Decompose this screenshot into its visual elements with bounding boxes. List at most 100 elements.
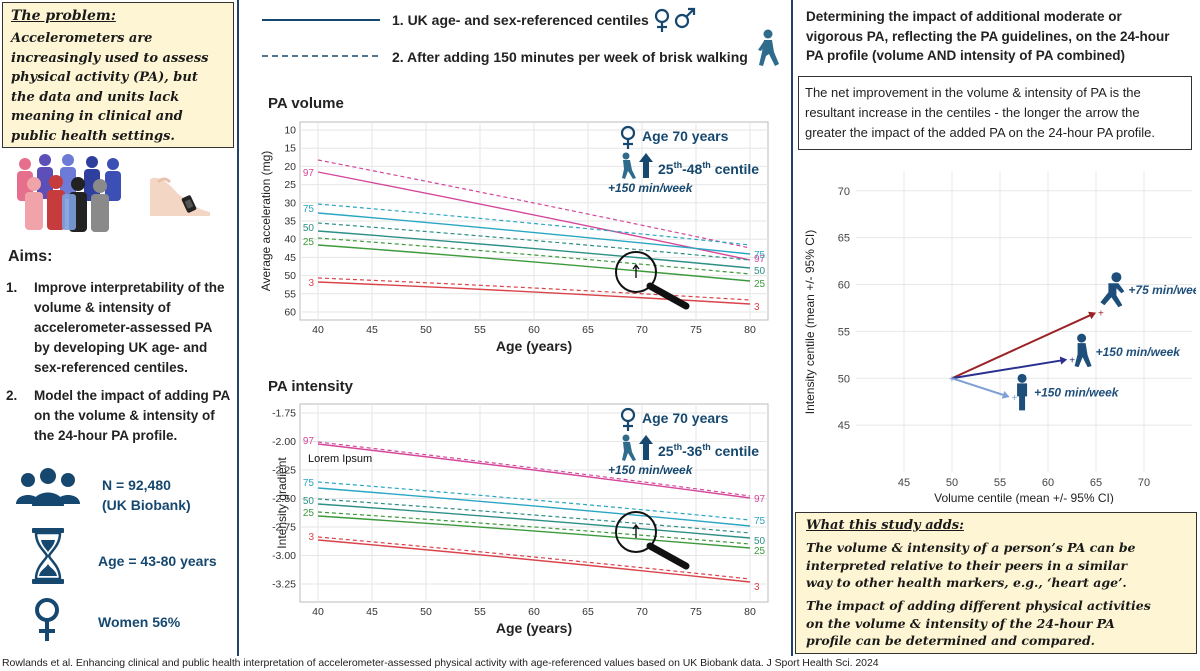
- walking-person-icon: [1074, 333, 1092, 368]
- walking-centile-line: [317, 203, 751, 246]
- plot-area: [856, 172, 1192, 472]
- walking-person-icon: [622, 152, 636, 179]
- x-tick-label: 50: [946, 477, 958, 489]
- centile-label: 50: [303, 496, 315, 507]
- centile-annotation: 25th-36th centile: [658, 442, 759, 459]
- study-adds-heading: What this study adds:: [806, 518, 964, 533]
- centile-line: [317, 281, 751, 305]
- left-divider: [237, 0, 239, 656]
- citation: Rowlands et al. Enhancing clinical and p…: [2, 657, 879, 669]
- x-tick-label: 65: [1090, 477, 1102, 489]
- walking-centile-line: [317, 441, 751, 497]
- y-tick-label: 70: [838, 186, 850, 198]
- net-improvement-box: The net improvement in the volume & inte…: [798, 76, 1192, 150]
- hourglass-icon: [32, 528, 64, 584]
- y-axis-label: Intensity centile (mean +/- 95% CI): [803, 230, 817, 414]
- centile-label: 3: [308, 532, 314, 543]
- walking-centile-line: [317, 536, 751, 580]
- group-people-icon: [16, 468, 80, 506]
- centile-line: [317, 515, 751, 549]
- arrow-head: [1059, 356, 1068, 365]
- sample-size: N = 92,480 (UK Biobank): [102, 477, 191, 513]
- volume-chart-title: PA volume: [268, 95, 344, 112]
- y-tick-label: 15: [284, 143, 296, 155]
- x-tick-label: 60: [528, 606, 540, 618]
- female-symbol-icon: [620, 125, 636, 149]
- person-icon: [17, 154, 121, 232]
- aims-heading: Aims:: [8, 248, 53, 265]
- aim-item-1: 1. Improve interpretability of the volum…: [6, 280, 225, 375]
- centile-label: 97: [303, 436, 315, 447]
- centile-label: 97: [303, 168, 315, 179]
- centile-label: 50: [754, 266, 766, 277]
- x-axis-label: Age (years): [496, 620, 572, 636]
- centile-label: 75: [303, 478, 315, 489]
- x-axis-label: Age (years): [496, 338, 572, 354]
- right-title: Determining the impact of additional mod…: [806, 9, 1170, 63]
- y-tick-label: 50: [284, 270, 296, 282]
- x-tick-label: 65: [582, 606, 594, 618]
- magnifier-handle: [646, 542, 690, 570]
- y-tick-label: -1.75: [272, 408, 296, 420]
- y-tick-label: 25: [284, 179, 296, 191]
- walking-centile-line: [317, 498, 751, 534]
- walking-centile-line: [317, 277, 751, 301]
- x-tick-label: 60: [1042, 477, 1054, 489]
- centile-label: 3: [308, 278, 314, 289]
- y-tick-label: -2.25: [272, 465, 296, 477]
- problem-heading: The problem:: [11, 8, 116, 24]
- x-tick-label: 60: [528, 324, 540, 336]
- centile-line: [317, 212, 751, 255]
- y-axis-label: Intensity gradient: [275, 457, 289, 549]
- walking-person-icon: [622, 434, 636, 461]
- centile-label: 25: [754, 279, 766, 290]
- magnifier-handle: [646, 282, 690, 310]
- y-tick-label: 45: [838, 420, 850, 432]
- x-tick-label: 55: [474, 606, 486, 618]
- effect-arrow: [951, 358, 1066, 380]
- centile-line: [317, 230, 751, 269]
- centile-label: 3: [754, 582, 760, 593]
- centile-line: [317, 503, 751, 539]
- up-arrow-icon: [632, 523, 640, 538]
- x-tick-label: 55: [994, 477, 1006, 489]
- x-tick-label: 80: [744, 606, 756, 618]
- legend: [262, 7, 779, 66]
- magnifier-icon: [615, 511, 657, 553]
- lorem-ipsum-text: Lorem Ipsum: [308, 453, 372, 465]
- series-label: +75 min/week: [1128, 283, 1196, 297]
- centile-line: [317, 443, 751, 499]
- magnifier-icon: [615, 251, 657, 293]
- centile-line: [317, 487, 751, 527]
- added-activity-label: +150 min/week: [608, 463, 694, 477]
- walking-centile-line: [317, 222, 751, 261]
- series-label: +150 min/week: [1034, 385, 1120, 399]
- x-tick-label: 45: [366, 606, 378, 618]
- centile-label: 75: [754, 516, 766, 527]
- centile-label: 3: [754, 302, 760, 313]
- y-tick-label: 30: [284, 197, 296, 209]
- y-tick-label: 55: [284, 288, 296, 300]
- up-arrow-icon: [639, 153, 653, 178]
- problem-text: Accelerometers are increasingly used to …: [11, 31, 209, 144]
- x-tick-label: 75: [690, 324, 702, 336]
- x-tick-label: 45: [898, 477, 910, 489]
- intensity-chart-title: PA intensity: [268, 378, 354, 395]
- crowd-illustration: [17, 154, 121, 232]
- arrow-head: [1088, 311, 1096, 320]
- y-tick-label: 40: [284, 234, 296, 246]
- effect-arrow: [951, 312, 1095, 380]
- x-axis-label: Volume centile (mean +/- 95% CI): [934, 491, 1114, 504]
- up-arrow-icon: [632, 263, 640, 278]
- centile-label: 50: [303, 223, 315, 234]
- intensity-chart: 40 45 50 55 60 65 70 75 80 -1.75 -2.00 -2.25 -2.50 -2…: [272, 403, 769, 636]
- age-range: Age = 43-80 years: [98, 553, 217, 569]
- age-annotation: Age 70 years: [642, 128, 729, 144]
- centile-label: 75: [754, 250, 766, 261]
- walking-centile-line: [317, 481, 751, 521]
- y-tick-label: 60: [838, 280, 850, 292]
- x-tick-label: 70: [636, 324, 648, 336]
- legend-dashed-label: 2. After adding 150 minutes per week of …: [392, 49, 748, 65]
- effect-arrow: [951, 377, 1009, 398]
- study-adds-p2: The impact of adding different physical …: [806, 598, 1151, 648]
